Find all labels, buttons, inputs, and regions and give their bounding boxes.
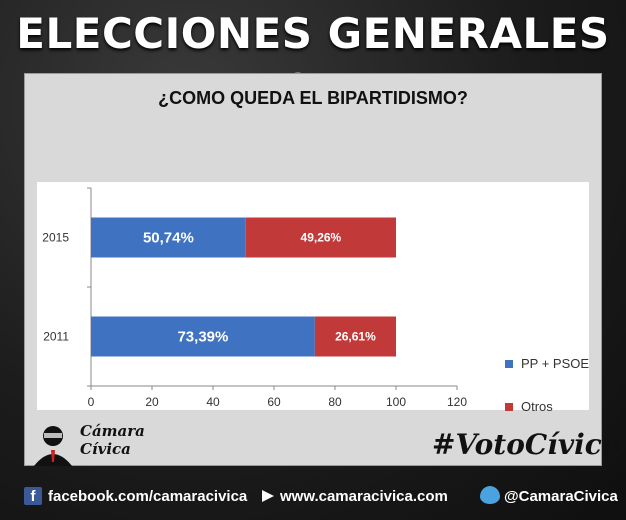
data-label: 49,26% [301, 231, 342, 245]
legend-label: PP + PSOE [521, 356, 590, 371]
facebook-icon[interactable]: f [24, 487, 42, 505]
twitter-icon[interactable] [480, 486, 500, 504]
chart-title: ¿COMO QUEDA EL BIPARTIDISMO? [158, 88, 468, 108]
page-title: ELECCIONES GENERALES 2015 [16, 9, 610, 114]
legend-swatch [505, 402, 513, 411]
bar-segment [314, 316, 396, 357]
x-tick-label: 40 [206, 395, 220, 409]
bar-segment [91, 217, 246, 258]
website-link[interactable]: www.camaracivica.com [280, 488, 448, 505]
twitter-link[interactable]: @CamaraCivica [504, 488, 618, 505]
masked-person-icon [34, 426, 72, 466]
hashtag: #VotoCívico [432, 428, 621, 461]
y-tick-label: 2015 [42, 231, 69, 245]
chart-panel: ¿COMO QUEDA EL BIPARTIDISMO? 0 20 40 60 80 10… [24, 73, 602, 466]
legend-item-otros: Otros [505, 399, 605, 414]
data-label: 73,39% [177, 329, 228, 346]
bar-segment [245, 217, 396, 258]
x-tick-label: 120 [447, 395, 467, 409]
camara-civica-logo: Cámara Cívica [30, 422, 180, 466]
footer-bar: f facebook.com/camaracivica www.camaraci… [0, 480, 626, 520]
legend: PP + PSOE Otros [505, 356, 605, 436]
web-arrow-icon [262, 490, 274, 502]
y-tick-label: 2011 [43, 330, 69, 344]
x-tick-label: 20 [145, 395, 159, 409]
bar-segment [91, 316, 315, 357]
bar-chart: 0 20 40 60 80 100 120 2015 50,74% 49,26% 2011 73,39… [42, 187, 467, 409]
legend-label: Otros [521, 399, 553, 414]
x-tick-label: 0 [88, 395, 95, 409]
data-label: 26,61% [335, 330, 376, 344]
legend-swatch [505, 359, 513, 368]
x-tick-label: 60 [267, 395, 281, 409]
logo-text: Cámara Cívica [80, 422, 145, 458]
x-tick-label: 80 [328, 395, 342, 409]
x-tick-label: 100 [386, 395, 406, 409]
facebook-link[interactable]: facebook.com/camaracivica [48, 488, 248, 505]
legend-item-pp-psoe: PP + PSOE [505, 356, 605, 371]
data-label: 50,74% [143, 230, 194, 247]
chart-area: 0 20 40 60 80 100 120 2015 50,74% 49,26% 2011 73,39… [37, 182, 589, 414]
